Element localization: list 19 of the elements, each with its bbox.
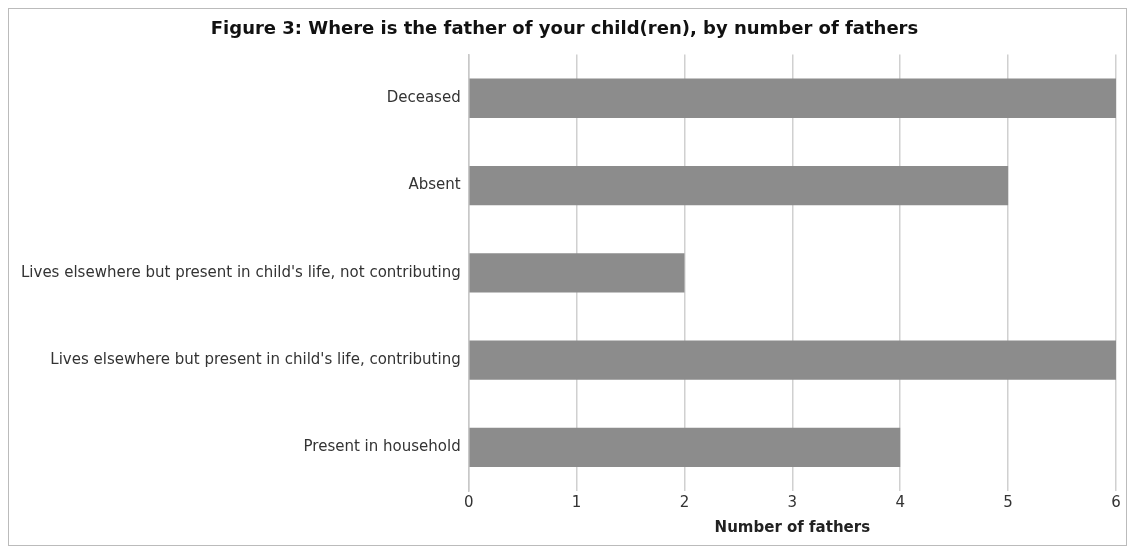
x-tick-label: 1 bbox=[571, 492, 582, 511]
bar bbox=[469, 78, 1116, 118]
x-tick-label: 0 bbox=[463, 492, 474, 511]
bar bbox=[469, 165, 1009, 206]
x-tick-label: 4 bbox=[895, 492, 905, 511]
x-tick-label: 5 bbox=[1003, 492, 1013, 511]
y-tick-label: Deceased bbox=[386, 88, 461, 107]
x-tick-label: 6 bbox=[1111, 492, 1121, 511]
x-tick-label: 3 bbox=[787, 492, 798, 511]
x-axis-title: Number of fathers bbox=[714, 517, 871, 536]
bar bbox=[469, 340, 1116, 380]
y-tick-label: Absent bbox=[408, 175, 461, 194]
x-tick-label: 2 bbox=[679, 492, 690, 511]
bar bbox=[469, 427, 901, 467]
y-tick-label: Lives elsewhere but present in child's life, contributing bbox=[50, 349, 461, 368]
y-tick-label: Lives elsewhere but present in child's life, not contributing bbox=[20, 262, 461, 281]
chart-title: Figure 3: Where is the father of your child(ren), by number of fathers bbox=[210, 17, 919, 39]
bar bbox=[469, 253, 685, 293]
y-tick-label: Present in household bbox=[303, 437, 461, 456]
